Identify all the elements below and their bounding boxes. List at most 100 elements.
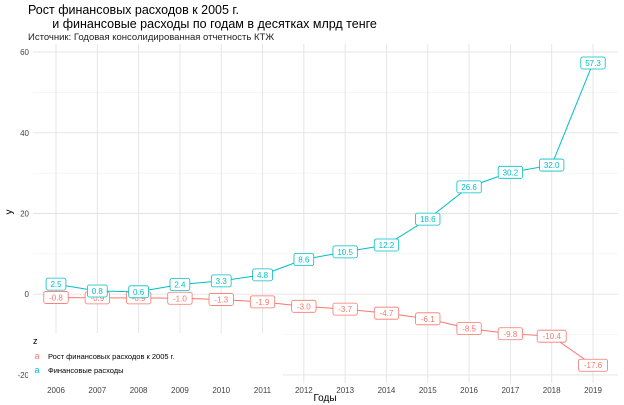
- data-label-box: [415, 212, 441, 226]
- x-tick-label: 2016: [460, 386, 478, 395]
- data-label-box: [208, 293, 234, 306]
- data-label-box: [332, 245, 358, 259]
- x-tick-label: 2018: [543, 386, 561, 395]
- data-label-box: [497, 327, 523, 341]
- data-label-box: [456, 322, 482, 335]
- data-label-text: 8.6: [298, 256, 310, 265]
- data-label-box: [210, 274, 232, 288]
- data-label-text: 2.4: [174, 281, 186, 290]
- data-label-box: [580, 56, 606, 70]
- grid: [33, 44, 618, 383]
- data-label: -9.8: [497, 327, 523, 341]
- data-label-text: 12.2: [379, 241, 395, 250]
- chart-title: Рост финансовых расходов к 2005 г. и фин…: [28, 3, 377, 31]
- x-tick-label: 2010: [212, 386, 230, 395]
- data-label-box: [128, 285, 149, 299]
- data-label-text: -17.6: [584, 361, 603, 370]
- data-label: -17.6: [578, 358, 608, 372]
- x-tick-label: 2019: [584, 386, 602, 395]
- data-label: 57.3: [580, 56, 606, 70]
- data-label-text: 10.5: [337, 248, 353, 257]
- legend-box: [28, 333, 283, 383]
- x-axis-title: Годы: [313, 393, 336, 404]
- data-label-box: [578, 358, 608, 372]
- x-tick-label: 2015: [419, 386, 437, 395]
- data-label-text: -1.9: [256, 298, 270, 307]
- x-tick-label: 2013: [336, 386, 354, 395]
- data-label-text: 4.8: [257, 271, 269, 280]
- legend-title: z: [33, 336, 38, 346]
- data-label-box: [497, 165, 523, 179]
- data-label-box: [456, 180, 482, 194]
- legend-item-label: Финансовые расходы: [48, 366, 124, 375]
- data-label-text: -0.9: [132, 294, 146, 303]
- data-label: -3.7: [332, 302, 358, 316]
- y-tick-label: 20: [20, 210, 29, 219]
- data-label: 12.2: [373, 238, 400, 252]
- data-label: -8.5: [456, 322, 482, 335]
- data-label-box: [252, 268, 273, 282]
- data-label-text: -1.0: [173, 294, 187, 303]
- data-label-text: -0.9: [90, 294, 104, 303]
- data-label-box: [43, 291, 69, 304]
- data-label-text: -0.8: [49, 293, 63, 302]
- y-tick-label: -20: [17, 371, 29, 380]
- data-label: -1.3: [208, 293, 234, 306]
- data-label-box: [415, 312, 441, 326]
- data-label-box: [291, 299, 317, 313]
- data-label: -4.7: [373, 306, 400, 320]
- data-label-box: [332, 302, 358, 316]
- data-label: 26.6: [456, 180, 482, 194]
- data-label-box: [45, 277, 67, 291]
- data-label: 0.6: [128, 285, 149, 299]
- data-label: 3.3: [210, 274, 232, 288]
- data-label-text: 2.5: [50, 280, 62, 289]
- data-label-text: 3.3: [216, 277, 228, 286]
- data-label: -1.0: [167, 291, 193, 305]
- data-label: -6.1: [415, 312, 441, 326]
- x-tick-label: 2007: [88, 386, 106, 395]
- data-label-text: 18.6: [420, 215, 436, 224]
- y-tick-label: 60: [20, 48, 29, 57]
- data-label: 2.4: [169, 278, 191, 291]
- data-label-text: 0.6: [133, 288, 145, 297]
- data-label-text: -8.5: [462, 325, 476, 334]
- data-label: 18.6: [415, 212, 441, 226]
- data-label-text: 57.3: [585, 59, 601, 68]
- x-tick-label: 2012: [295, 386, 313, 395]
- data-label-box: [87, 284, 108, 298]
- x-tick-label: 2006: [47, 386, 65, 395]
- data-label: -1.9: [249, 295, 276, 309]
- data-label-text: -1.3: [214, 295, 228, 304]
- legend: za Рост финансовых расходов к 2005 г.a Фин…: [28, 333, 283, 383]
- data-label-text: -3.0: [297, 302, 311, 311]
- data-label-text: 26.6: [461, 183, 477, 192]
- data-label-box: [169, 278, 191, 291]
- chart-subtitle: Источник: Годовая консолидированная отче…: [28, 32, 275, 43]
- data-label: -10.4: [536, 329, 567, 343]
- data-label: 4.8: [252, 268, 273, 282]
- data-label-box: [293, 253, 315, 266]
- data-label-text: 30.2: [503, 168, 519, 177]
- data-label-text: -9.8: [503, 330, 517, 339]
- data-label: 0.8: [87, 284, 108, 298]
- data-label-text: -6.1: [421, 315, 435, 324]
- y-tick-label: 0: [25, 290, 30, 299]
- x-tick-label: 2011: [254, 386, 272, 395]
- data-label-box: [167, 291, 193, 305]
- x-tick-label: 2014: [378, 386, 396, 395]
- data-label-box: [373, 238, 400, 252]
- data-labels: -0.8 -0.9 -0.9 -1.0 -1.3 -1.9 -3.0 -3.7 -4.7 -6.1…: [43, 56, 608, 372]
- legend-key: a: [34, 365, 39, 375]
- x-tick-label: 2009: [171, 386, 189, 395]
- data-label-text: -10.4: [543, 332, 562, 341]
- y-tick-label: 40: [20, 129, 29, 138]
- data-label-box: [373, 306, 400, 320]
- data-label-box: [249, 295, 276, 309]
- data-label-text: 0.8: [92, 287, 104, 296]
- data-label-text: -4.7: [380, 309, 394, 318]
- axes: Годы y -20 0 20 40 60 2006 2007 2008 2009 2010 201…: [4, 48, 602, 404]
- data-label: 32.0: [539, 158, 565, 172]
- y-axis-title: y: [4, 210, 15, 215]
